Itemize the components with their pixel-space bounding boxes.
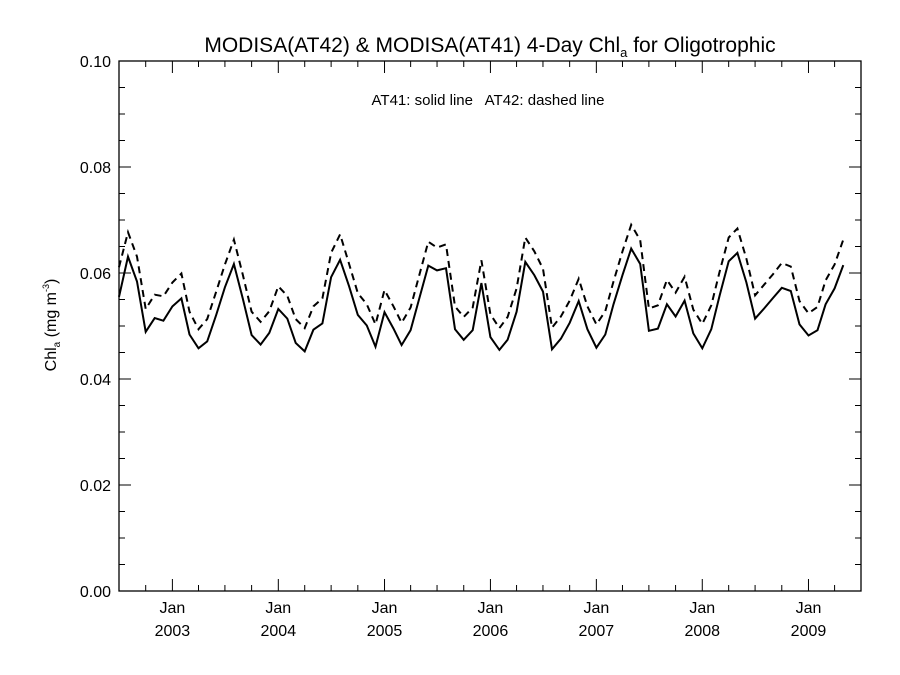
series-line-at42 <box>118 222 845 331</box>
chart-title: MODISA(AT42) & MODISA(AT41) 4-Day Chla f… <box>204 34 775 60</box>
y-tick-label: 0.00 <box>80 584 111 601</box>
x-tick-label-year: 2007 <box>579 623 615 640</box>
x-tick-label-year: 2006 <box>473 623 509 640</box>
x-tick-label-month: Jan <box>796 600 822 617</box>
x-tick-label-year: 2004 <box>261 623 297 640</box>
y-tick-label: 0.10 <box>80 54 111 71</box>
y-tick-label: 0.06 <box>80 266 111 283</box>
x-tick-label-month: Jan <box>159 600 185 617</box>
x-tick-label-month: Jan <box>583 600 609 617</box>
x-tick-label-month: Jan <box>265 600 291 617</box>
series-layer <box>118 222 845 354</box>
series-line-at41 <box>118 246 845 354</box>
line-style-annotation: AT41: solid line AT42: dashed line <box>372 92 605 109</box>
x-axis-ticks: Jan 2003 Jan 2004 Jan 2005 Jan 2006 Jan 2007 Jan 20… <box>118 61 862 640</box>
plot-frame <box>118 60 862 592</box>
x-tick-label-month: Jan <box>689 600 715 617</box>
y-tick-label: 0.02 <box>80 478 111 495</box>
x-tick-label-year: 2008 <box>684 623 720 640</box>
x-tick-label-month: Jan <box>478 600 504 617</box>
x-tick-label-year: 2003 <box>155 623 191 640</box>
y-tick-label: 0.04 <box>80 372 111 389</box>
x-tick-label-month: Jan <box>372 600 398 617</box>
x-tick-label-year: 2005 <box>367 623 403 640</box>
y-axis-ticks: 0.00 0.02 0.04 0.06 0.08 0.10 <box>80 54 861 601</box>
y-tick-label: 0.08 <box>80 160 111 177</box>
y-axis-label: Chla (mg m-3) <box>41 279 63 372</box>
x-tick-label-year: 2009 <box>791 623 827 640</box>
